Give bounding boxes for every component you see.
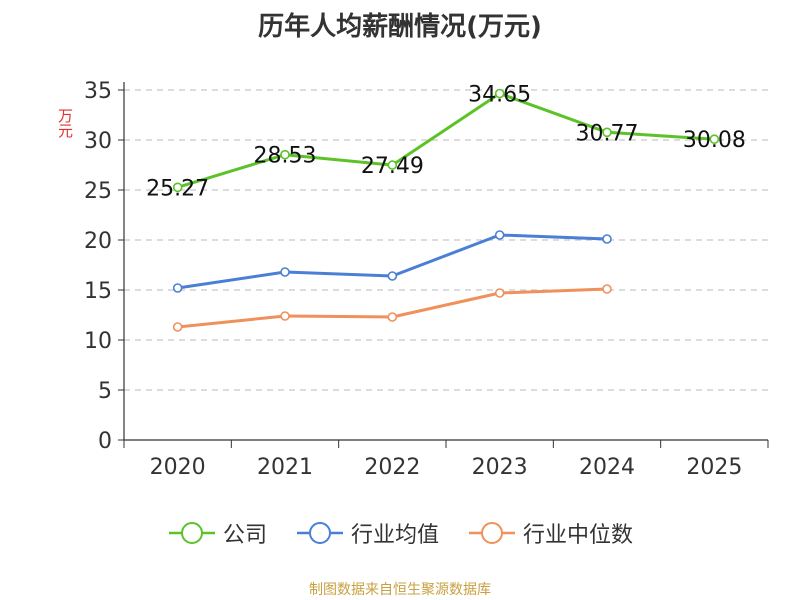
legend-label: 公司 [222, 523, 267, 548]
data-point [602, 234, 612, 244]
series-line-0 [177, 92, 715, 189]
data-label: 30.77 [576, 121, 639, 146]
x-tick-label: 2023 [472, 455, 528, 480]
legend-item[interactable]: 行业均值 [295, 517, 439, 549]
y-tick-label: 30 [84, 129, 112, 154]
x-tick-label: 2020 [150, 455, 206, 480]
x-tick-label: 2021 [257, 455, 313, 480]
data-label: 28.53 [254, 144, 317, 169]
y-tick-label: 25 [84, 179, 112, 204]
data-point [494, 88, 505, 99]
data-point [602, 127, 612, 138]
data-label: 27.49 [361, 154, 424, 179]
data-point [172, 182, 183, 193]
y-tick-label: 0 [98, 429, 112, 454]
data-point [602, 284, 612, 294]
data-label: 25.27 [146, 176, 209, 201]
legend-swatch [296, 522, 343, 544]
legend-marker [481, 522, 503, 544]
data-point [387, 271, 398, 281]
legend-marker [308, 522, 331, 544]
legend-item[interactable]: 公司 [167, 517, 267, 549]
legend-label: 行业均值 [350, 523, 439, 548]
legend-marker [180, 522, 203, 544]
x-tick-label: 2022 [364, 455, 420, 480]
data-point [280, 267, 290, 277]
data-point [172, 283, 183, 293]
data-label: 30.08 [683, 128, 746, 153]
chart-title: 历年人均薪酬情况(万元) [258, 12, 542, 42]
data-labels: 25.27 28.53 27.49 34.65 30.77 30.08 [146, 83, 746, 202]
data-point [494, 288, 505, 298]
legend-label: 行业中位数 [523, 523, 634, 548]
x-tick-label: 2025 [686, 455, 742, 480]
grid-lines [124, 89, 768, 391]
data-label: 34.65 [468, 83, 531, 108]
data-point [709, 134, 720, 144]
legend-swatch [168, 522, 215, 544]
y-tick-label: 10 [84, 329, 112, 354]
legend-swatch [469, 522, 515, 544]
y-axis-label: 万元 [56, 108, 74, 138]
data-point [280, 149, 290, 160]
data-point [494, 230, 505, 240]
y-tick-label: 15 [84, 279, 112, 304]
data-point [172, 322, 183, 332]
y-tick-label: 35 [84, 79, 112, 104]
source-note: 制图数据来自恒生聚源数据库 [309, 582, 491, 598]
data-point [387, 312, 398, 322]
x-tick-label: 2024 [579, 455, 635, 480]
series-lines [172, 88, 720, 332]
data-point [280, 311, 290, 321]
data-point [387, 160, 398, 170]
y-tick-label: 20 [84, 229, 112, 254]
legend: 公司 行业均值 行业中位数 [0, 517, 800, 549]
y-tick-label: 5 [98, 379, 112, 404]
legend-item[interactable]: 行业中位数 [467, 517, 633, 549]
